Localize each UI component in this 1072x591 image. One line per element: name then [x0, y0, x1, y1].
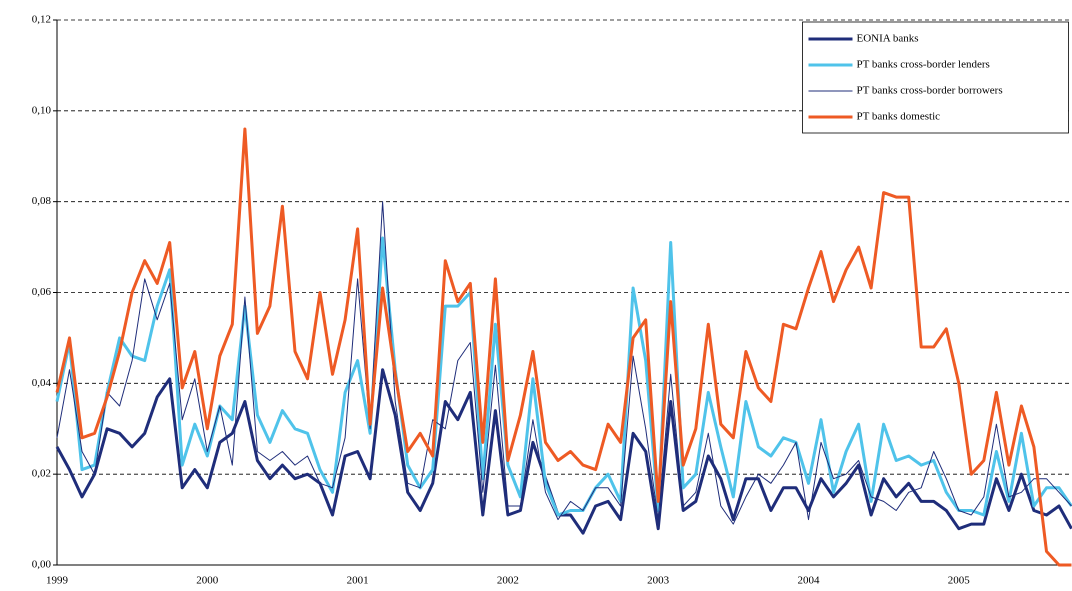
y-tick-label: 0,08 [32, 195, 52, 207]
x-tick-label: 2004 [797, 575, 820, 587]
x-tick-label: 2005 [948, 575, 971, 587]
legend-label: PT banks cross-border borrowers [857, 85, 1003, 97]
legend-label: PT banks domestic [857, 111, 941, 123]
x-tick-label: 2002 [497, 575, 519, 587]
x-tick-label: 2000 [196, 575, 219, 587]
legend: EONIA banks PT banks cross-border lenders… [802, 21, 1069, 134]
legend-label: EONIA banks [857, 33, 919, 45]
y-tick-label: 0,00 [32, 559, 52, 571]
y-tick-label: 0,02 [32, 468, 51, 480]
x-tick-label: 2003 [647, 575, 670, 587]
series-line [55, 236, 1072, 517]
legend-label: PT banks cross-border lenders [857, 59, 990, 71]
y-tick-label: 0,04 [32, 377, 52, 389]
x-tick-label: 2001 [347, 575, 369, 587]
y-tick-label: 0,10 [32, 104, 52, 116]
y-tick-label: 0,06 [32, 286, 52, 298]
x-tick-label: 1999 [46, 575, 69, 587]
series-line [56, 201, 1072, 525]
y-tick-label: 0,12 [32, 14, 51, 26]
series-line [55, 127, 1072, 567]
